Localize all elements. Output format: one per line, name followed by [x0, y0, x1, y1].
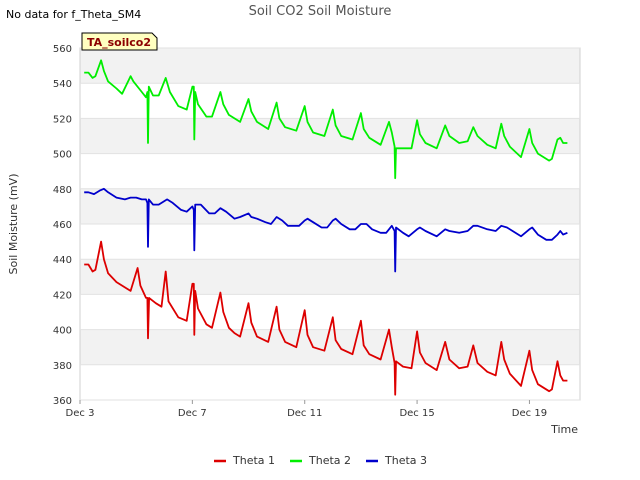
legend-label: Theta 1 [232, 454, 275, 467]
y-tick-label: 360 [53, 396, 72, 407]
y-tick-label: 380 [53, 361, 72, 372]
y-axis-label: Soil Moisture (mV) [7, 174, 20, 275]
x-axis-ticks: Dec 3 Dec 7 Dec 11 Dec 15 Dec 19 [66, 400, 547, 419]
x-tick-label: Dec 11 [287, 408, 322, 419]
x-tick-label: Dec 15 [399, 408, 434, 419]
y-tick-label: 480 [53, 185, 72, 196]
no-data-note: No data for f_Theta_SM4 [6, 8, 142, 21]
annotation-box [81, 32, 158, 51]
grid-band [80, 329, 580, 365]
y-tick-label: 500 [53, 150, 72, 161]
y-tick-label: 520 [53, 114, 72, 125]
legend-label: Theta 2 [308, 454, 351, 467]
legend: Theta 1 Theta 2 Theta 3 [214, 454, 427, 467]
series-line-theta-2 [84, 59, 568, 180]
y-tick-label: 560 [53, 44, 72, 55]
y-tick-label: 420 [53, 290, 72, 301]
chart-title: Soil CO2 Soil Moisture [249, 4, 392, 19]
annotation: TA_soilco2 [81, 32, 158, 51]
x-tick-label: Dec 7 [178, 408, 207, 419]
y-tick-label: 540 [53, 79, 72, 90]
grid-band [80, 259, 580, 295]
y-tick-label: 400 [53, 326, 72, 337]
legend-label: Theta 3 [384, 454, 427, 467]
series-line-theta-1 [84, 240, 568, 396]
series-lines [84, 59, 568, 396]
x-tick-label: Dec 19 [512, 408, 547, 419]
y-tick-label: 440 [53, 255, 72, 266]
series-line-theta-3 [84, 187, 568, 273]
y-tick-label: 460 [53, 220, 72, 231]
grid-band [80, 188, 580, 224]
annotation-label: TA_soilco2 [87, 36, 151, 49]
x-tick-label: Dec 3 [66, 408, 95, 419]
grid-band [80, 48, 580, 84]
x-axis-label: Time [550, 423, 578, 436]
